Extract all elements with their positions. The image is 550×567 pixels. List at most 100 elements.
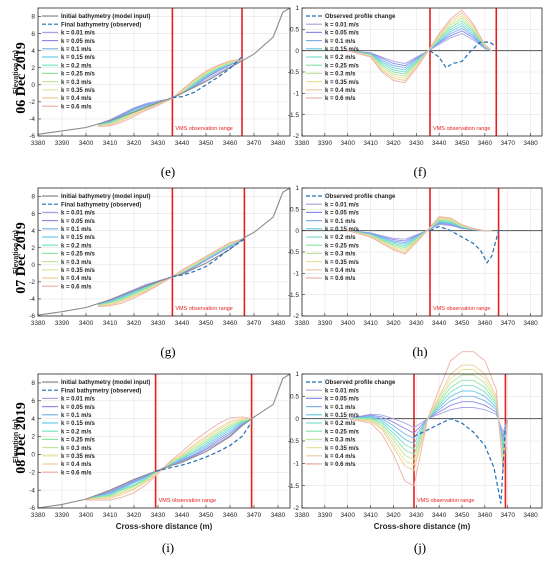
x-tick-label: 3380 [31, 140, 46, 147]
legend-label: k = 0.2 m/s [61, 429, 92, 435]
legend-label: k = 0.6 m/s [325, 276, 356, 282]
x-tick-label: 3400 [340, 320, 355, 327]
x-tick-label: 3440 [432, 320, 447, 327]
y-tick-label: -2 [29, 469, 35, 476]
x-tick-label: 3410 [363, 512, 378, 519]
k-profile-line [347, 364, 509, 472]
vms-annotation: VMS observation range [159, 498, 216, 504]
legend-label: k = 0.2 m/s [61, 63, 92, 69]
y-tick-label: 4 [31, 228, 35, 235]
legend-label: k = 0.35 m/s [325, 446, 360, 452]
legend-label: Initial bathymetry (model input) [61, 14, 150, 20]
k-profile-line [347, 401, 509, 439]
y-tick-label: -4 [29, 487, 35, 494]
x-axis-label: Cross-shore distance (m) [116, 522, 213, 531]
legend-label: Observed profile change [325, 380, 396, 386]
y-tick-label: 1 [295, 185, 299, 192]
x-tick-label: 3470 [247, 140, 262, 147]
x-tick-label: 3460 [223, 512, 238, 519]
y-tick-label: 8 [31, 14, 35, 21]
legend-label: k = 0.05 m/s [61, 219, 96, 225]
legend-label: k = 0.2 m/s [325, 235, 356, 241]
k-profile-line [347, 369, 509, 466]
y-tick-label: 6 [31, 211, 35, 218]
x-tick-label: 3440 [175, 320, 190, 327]
y-tick-label: -2 [293, 313, 299, 320]
panel-i: VMS observation range 3380 3390 3400 3410 342… [13, 373, 291, 531]
x-tick-label: 3410 [363, 140, 378, 147]
legend: Observed profile change k = 0.01 m/s k = 0… [306, 194, 396, 282]
y-tick-label: 6 [31, 398, 35, 405]
k-profile-line [347, 20, 492, 75]
legend-label: k = 0.4 m/s [61, 462, 92, 468]
legend-label: k = 0.1 m/s [325, 405, 356, 411]
k-profile-line [347, 395, 509, 442]
x-axis-label: Cross-shore distance (m) [374, 522, 471, 531]
panel-label-i: (i) [161, 540, 175, 555]
y-tick-label: 2 [31, 65, 35, 72]
y-tick-label: -0.5 [288, 69, 300, 76]
x-tick-label: 3480 [271, 140, 286, 147]
x-tick-label: 3470 [500, 140, 515, 147]
x-tick-label: 3450 [455, 320, 470, 327]
legend-label: Observed profile change [325, 194, 396, 200]
legend-label: k = 0.4 m/s [61, 276, 92, 282]
final-bathymetry-line [155, 421, 253, 472]
y-tick-label: -0.5 [288, 438, 300, 445]
initial-bathymetry-line [37, 373, 291, 509]
x-tick-label: 3450 [199, 140, 214, 147]
x-tick-label: 3430 [151, 320, 166, 327]
y-tick-label: -4 [29, 116, 35, 123]
x-tick-label: 3420 [127, 512, 142, 519]
legend-label: k = 0.15 m/s [61, 55, 96, 61]
y-tick-label: -1 [293, 461, 299, 468]
legend-label: k = 0.15 m/s [325, 413, 360, 419]
x-tick-label: 3390 [318, 320, 333, 327]
x-tick-label: 3480 [271, 512, 286, 519]
k-profile-line [347, 216, 492, 255]
panel-g: VMS observation range 3380 3390 3400 3410 342… [13, 187, 291, 327]
y-tick-label: 2 [31, 245, 35, 252]
y-tick-label: -1.5 [288, 292, 300, 299]
y-tick-label: 0 [31, 262, 35, 269]
k-profile-line [86, 416, 252, 501]
vms-annotation: VMS observation range [433, 126, 490, 132]
y-tick-label: -2 [29, 279, 35, 286]
y-tick-label: 2 [31, 434, 35, 441]
y-tick-label: -2 [293, 505, 299, 512]
x-tick-label: 3460 [478, 320, 493, 327]
legend-label: k = 0.3 m/s [325, 438, 356, 444]
y-tick-label: 0 [31, 82, 35, 89]
y-tick-label: 1 [295, 5, 299, 12]
legend-label: Final bathymetry (observed) [61, 202, 141, 208]
x-tick-label: 3430 [151, 512, 166, 519]
initial-bathymetry-line [37, 187, 291, 316]
k-profile-line [347, 374, 509, 461]
k-profile-line [85, 418, 252, 500]
y-tick-label: 0.5 [290, 394, 299, 401]
y-tick-label: 8 [31, 380, 35, 387]
y-tick-label: -1.5 [288, 112, 300, 119]
y-tick-label: -6 [29, 133, 35, 140]
y-tick-label: 0.5 [290, 27, 299, 34]
legend-label: k = 0.3 m/s [61, 80, 92, 86]
y-tick-label: -1 [293, 271, 299, 278]
vms-annotation: VMS observation range [417, 498, 474, 504]
x-tick-label: 3420 [386, 512, 401, 519]
observed-change-line [429, 225, 500, 264]
x-tick-label: 3410 [103, 320, 118, 327]
k-profile-line [347, 12, 492, 81]
x-tick-label: 3430 [409, 320, 424, 327]
legend-label: k = 0.4 m/s [325, 88, 356, 94]
legend-label: k = 0.1 m/s [325, 39, 356, 45]
x-tick-label: 3460 [478, 140, 493, 147]
k-profile-line [97, 58, 243, 128]
x-tick-label: 3450 [199, 512, 214, 519]
panel-j: VMS observation range 3380 3390 3400 3410 342… [288, 351, 543, 531]
panel-label-f: (f) [413, 164, 427, 179]
legend-label: k = 0.1 m/s [61, 47, 92, 53]
y-tick-label: 4 [31, 48, 35, 55]
legend-label: k = 0.15 m/s [325, 47, 360, 53]
legend-label: k = 0.25 m/s [61, 438, 96, 444]
